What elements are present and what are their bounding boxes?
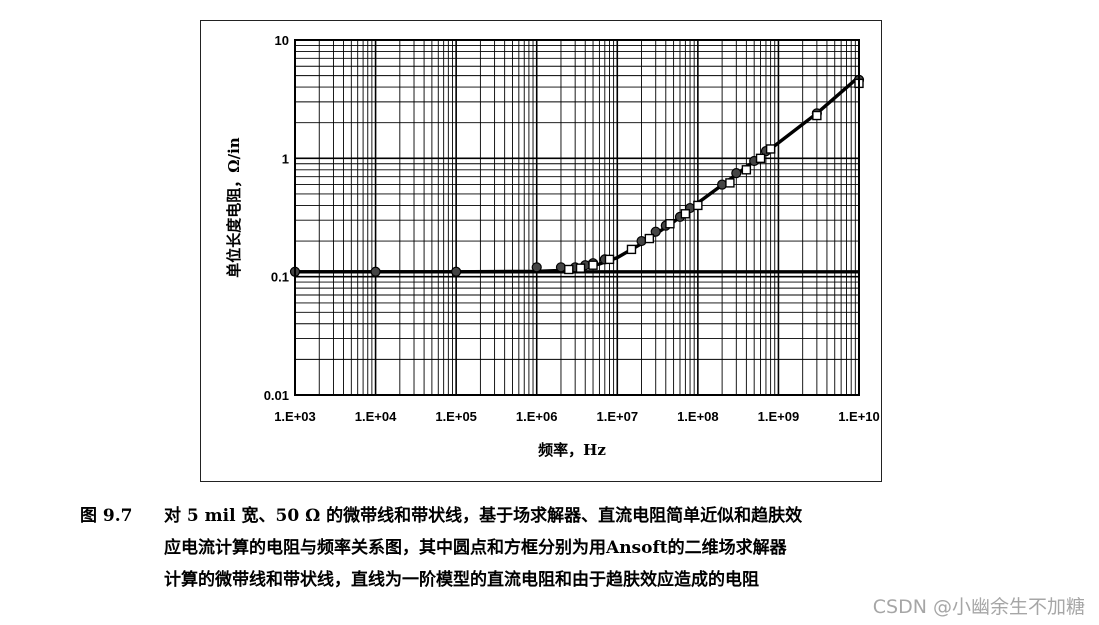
square-point — [575, 263, 586, 273]
caption-line-2: 应电流计算的电阻与频率关系图，其中圆点和方框分别为用Ansoft的二维场求解器 — [164, 538, 787, 558]
series-layer — [289, 74, 865, 277]
square-point — [693, 200, 703, 211]
square-point — [680, 209, 691, 219]
plot-border — [294, 39, 860, 396]
y-tick-label: 0.01 — [264, 388, 289, 403]
y-tick-label: 10 — [275, 33, 289, 48]
resistance-frequency-chart: 1.E+03 1.E+04 1.E+05 1.E+06 1.E+07 1.E+08 1.E+… — [225, 33, 880, 459]
x-tick-label: 1.E+03 — [274, 409, 316, 424]
x-axis-title: 频率，Hz — [538, 441, 606, 459]
square-point — [725, 178, 735, 188]
y-axis-title: 单位长度电阻，Ω/in — [225, 137, 243, 278]
square-point — [812, 110, 822, 121]
circle-point — [370, 266, 381, 277]
figure-frame: 1.E+03 1.E+04 1.E+05 1.E+06 1.E+07 1.E+08 1.E+… — [200, 20, 882, 482]
circle-point — [451, 266, 462, 277]
square-point — [765, 144, 776, 154]
circle-point — [731, 168, 742, 179]
x-tick-label: 1.E+08 — [677, 409, 719, 424]
square-point — [665, 219, 675, 229]
y-tick-label: 0.1 — [271, 270, 289, 285]
caption-line-1: 对 5 mil 宽、50 Ω 的微带线和带状线，基于场求解器、直流电阻简单近似和… — [164, 506, 803, 526]
x-tick-label: 1.E+04 — [355, 409, 397, 424]
watermark: CSDN @小幽余生不加糖 — [872, 596, 1085, 618]
circle-point — [531, 262, 542, 273]
x-tick-label: 1.E+06 — [516, 409, 558, 424]
x-tick-label: 1.E+05 — [435, 409, 477, 424]
y-tick-label: 1 — [282, 151, 289, 166]
figure-number: 图 9.7 — [80, 506, 133, 526]
square-point — [588, 260, 598, 270]
square-point — [741, 165, 752, 175]
square-point — [626, 244, 637, 255]
square-point — [604, 254, 615, 265]
square-point — [755, 153, 766, 164]
caption-line-3: 计算的微带线和带状线，直线为一阶模型的直流电阻和由于趋肤效应造成的电阻 — [164, 570, 759, 590]
square-point — [564, 264, 574, 275]
x-tick-label: 1.E+07 — [596, 409, 638, 424]
x-tick-label: 1.E+10 — [838, 409, 880, 424]
tick-labels: 1.E+03 1.E+04 1.E+05 1.E+06 1.E+07 1.E+08 1.E+… — [264, 33, 880, 424]
square-point — [644, 233, 655, 244]
grid — [294, 40, 859, 396]
x-tick-label: 1.E+09 — [758, 409, 800, 424]
